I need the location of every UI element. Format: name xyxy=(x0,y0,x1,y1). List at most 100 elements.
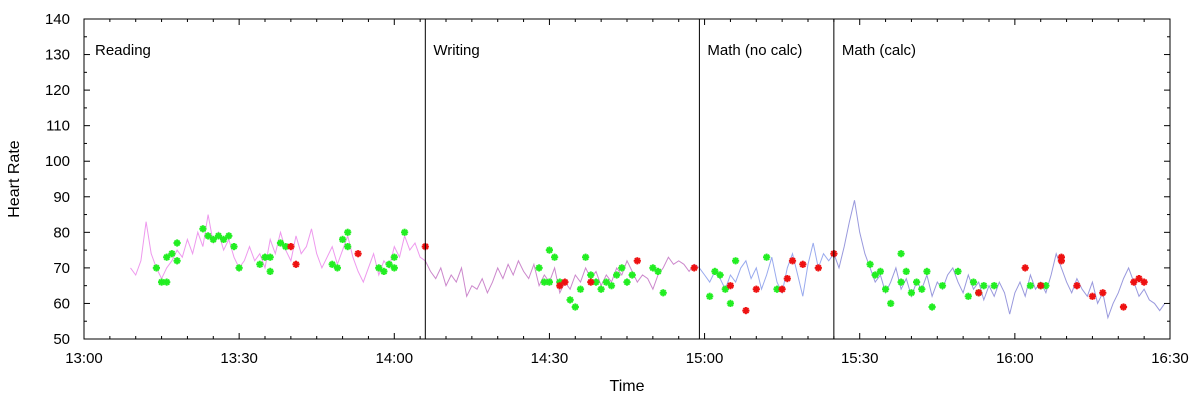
marker-stroke xyxy=(266,268,274,275)
marker-stroke xyxy=(261,253,269,261)
green-marker xyxy=(659,289,667,297)
green-marker xyxy=(587,271,595,279)
green-marker xyxy=(711,267,719,275)
green-marker xyxy=(204,232,212,240)
green-marker xyxy=(545,278,553,286)
green-marker xyxy=(726,299,734,307)
red-marker xyxy=(633,257,641,265)
series-line-4 xyxy=(833,200,1166,320)
green-marker xyxy=(168,250,176,258)
marker-stroke xyxy=(789,257,796,265)
red-marker xyxy=(587,278,595,286)
y-tick-label: 90 xyxy=(53,189,70,206)
marker-stroke xyxy=(634,257,641,265)
marker-stroke xyxy=(230,243,238,250)
plot-border xyxy=(83,18,1171,340)
y-tick-label: 110 xyxy=(46,118,70,135)
marker-stroke xyxy=(742,307,750,314)
green-marker xyxy=(209,235,217,243)
marker-stroke xyxy=(882,285,889,293)
x-tick-label: 14:00 xyxy=(376,350,414,367)
y-tick-label: 80 xyxy=(53,224,70,241)
marker-stroke xyxy=(375,264,383,272)
marker-stroke xyxy=(168,250,176,257)
marker-stroke xyxy=(215,232,222,240)
marker-stroke xyxy=(225,232,233,240)
marker-stroke xyxy=(344,243,352,250)
y-tick-label: 60 xyxy=(53,295,70,312)
green-marker xyxy=(907,289,915,297)
marker-stroke xyxy=(1099,289,1107,297)
x-tick-label: 14:30 xyxy=(531,350,569,367)
red-marker xyxy=(1135,275,1143,283)
green-marker xyxy=(876,267,884,275)
green-marker xyxy=(882,285,890,293)
marker-stroke xyxy=(613,271,620,279)
marker-stroke xyxy=(690,264,698,272)
red-marker xyxy=(1088,292,1096,300)
red-marker xyxy=(1099,289,1107,297)
section-label: Writing xyxy=(433,42,479,59)
marker-stroke xyxy=(711,268,719,275)
marker-stroke xyxy=(277,239,284,247)
marker-stroke xyxy=(908,289,915,297)
green-marker xyxy=(571,303,579,311)
marker-stroke xyxy=(199,225,207,233)
marker-stroke xyxy=(1027,282,1034,289)
series-line-3 xyxy=(698,242,835,297)
marker-stroke xyxy=(628,271,636,279)
marker-stroke xyxy=(235,264,243,272)
marker-stroke xyxy=(163,278,171,286)
marker-stroke xyxy=(799,261,807,268)
marker-stroke xyxy=(256,261,264,268)
green-marker xyxy=(607,282,616,290)
green-marker xyxy=(401,228,409,236)
marker-stroke xyxy=(897,250,905,257)
section-labels: Reading Writing Math (no calc) Math (calc) xyxy=(95,42,916,59)
marker-stroke xyxy=(608,282,615,289)
red-marker xyxy=(287,243,295,251)
marker-stroke xyxy=(618,264,626,272)
marker-stroke xyxy=(390,264,398,272)
red-marker xyxy=(752,285,760,293)
marker-stroke xyxy=(577,285,584,293)
green-marker xyxy=(923,267,931,275)
green-marker xyxy=(199,225,207,233)
marker-stroke xyxy=(923,268,931,275)
series-markers xyxy=(152,225,1148,315)
red-marker xyxy=(742,307,750,315)
red-marker xyxy=(1119,303,1128,311)
marker-stroke xyxy=(535,264,543,272)
marker-stroke xyxy=(815,264,822,272)
y-tick-label: 120 xyxy=(45,82,70,99)
marker-stroke xyxy=(1073,282,1081,289)
marker-stroke xyxy=(173,239,181,247)
green-marker xyxy=(344,243,352,251)
red-marker xyxy=(783,275,791,283)
green-marker xyxy=(163,253,171,261)
marker-stroke xyxy=(990,282,998,289)
marker-stroke xyxy=(292,261,300,268)
red-marker xyxy=(1130,278,1138,286)
marker-stroke xyxy=(1140,278,1148,286)
red-marker xyxy=(1057,257,1065,265)
marker-stroke xyxy=(380,268,388,275)
green-marker xyxy=(866,260,874,268)
marker-stroke xyxy=(582,253,589,261)
red-marker xyxy=(1021,264,1029,272)
red-marker xyxy=(778,285,786,293)
marker-stroke xyxy=(339,236,346,243)
marker-stroke xyxy=(1037,282,1045,289)
marker-stroke xyxy=(587,271,595,279)
marker-stroke xyxy=(561,278,569,286)
marker-stroke xyxy=(1058,257,1065,265)
marker-stroke xyxy=(153,264,160,272)
marker-stroke xyxy=(344,229,352,236)
marker-stroke xyxy=(623,278,631,286)
green-marker xyxy=(576,285,585,293)
green-marker xyxy=(628,271,636,279)
marker-stroke xyxy=(778,285,786,293)
x-tick-label: 13:30 xyxy=(220,350,258,367)
green-marker xyxy=(654,267,662,275)
marker-stroke xyxy=(603,278,610,286)
